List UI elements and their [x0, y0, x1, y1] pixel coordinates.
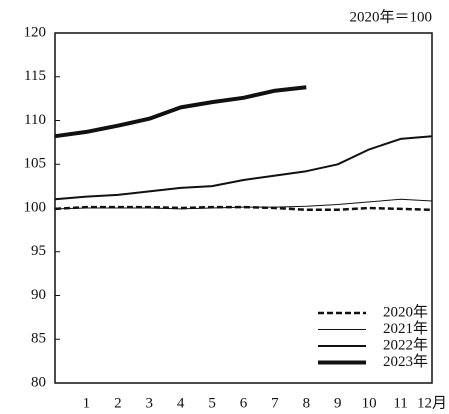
- x-tick-label: 9: [334, 395, 342, 411]
- y-tick-label: 115: [24, 68, 46, 84]
- y-tick-label: 90: [31, 287, 46, 303]
- series-line: [54, 85, 307, 139]
- series-line: [54, 198, 433, 210]
- y-tick-label: 120: [24, 24, 47, 40]
- x-tick-label: 7: [271, 395, 279, 411]
- y-tick-label: 85: [31, 331, 46, 347]
- x-tick-label: 8: [303, 395, 311, 411]
- x-tick-label: 3: [146, 395, 154, 411]
- x-tick-label: 10: [362, 395, 377, 411]
- y-tick-label: 80: [31, 374, 46, 390]
- y-tick-label: 100: [24, 199, 47, 215]
- x-tick-label: 6: [240, 395, 248, 411]
- x-tick-label: 11: [393, 395, 407, 411]
- x-tick-label: 12月: [417, 395, 447, 411]
- x-tick-label: 4: [177, 395, 185, 411]
- y-tick-label: 110: [24, 112, 46, 128]
- legend-label: 2020年: [383, 303, 428, 320]
- x-tick-label: 5: [208, 395, 216, 411]
- x-tick-label: 2: [114, 395, 122, 411]
- x-tick-label: 1: [83, 395, 91, 411]
- y-tick-label: 105: [24, 156, 47, 172]
- legend-label: 2021年: [383, 320, 428, 337]
- series-line: [54, 135, 433, 201]
- annotation: 2020年＝100: [349, 8, 432, 25]
- legend-label: 2023年: [383, 353, 428, 370]
- legend-label: 2022年: [383, 336, 428, 353]
- y-tick-label: 95: [31, 243, 46, 259]
